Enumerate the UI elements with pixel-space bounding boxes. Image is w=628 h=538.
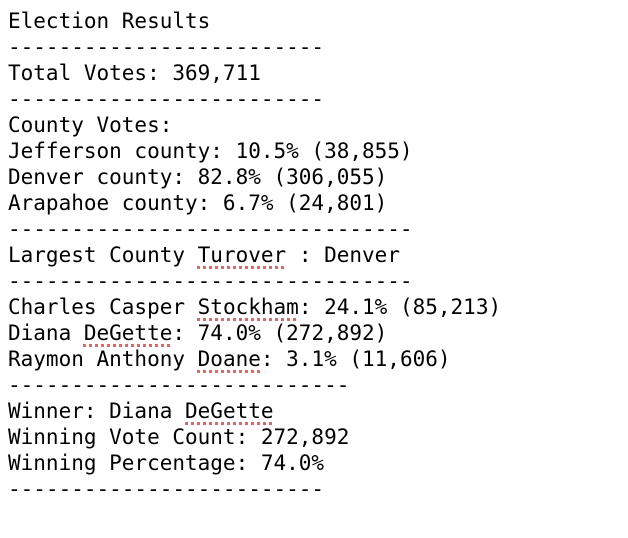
largest-county-value: : Denver xyxy=(286,243,400,267)
winner-label: Winner: Diana xyxy=(8,399,186,423)
candidate-name-prefix: Diana xyxy=(8,321,84,345)
results-title: Election Results xyxy=(8,9,211,33)
county-line-arapahoe: Arapahoe county: 6.7% (24,801) xyxy=(8,191,388,215)
county-line-jefferson: Jefferson county: 10.5% (38,855) xyxy=(8,139,413,163)
candidate-line-doane: Raymon Anthony Doane: 3.1% (11,606) xyxy=(8,346,620,372)
winning-percentage-line: Winning Percentage: 74.0% xyxy=(8,451,325,475)
winner-line: Winner: Diana DeGette xyxy=(8,398,620,424)
separator: -------------------------------- xyxy=(8,217,413,241)
spellcheck-flagged-word[interactable]: DeGette xyxy=(185,399,274,423)
separator: --------------------------- xyxy=(8,373,350,397)
candidate-line-stockham: Charles Casper Stockham: 24.1% (85,213) xyxy=(8,294,620,320)
candidate-result: : 3.1% (11,606) xyxy=(260,347,451,371)
candidate-result: : 74.0% (272,892) xyxy=(172,321,388,345)
county-votes-header: County Votes: xyxy=(8,113,173,137)
separator: ------------------------- xyxy=(8,87,325,111)
winning-vote-count-line: Winning Vote Count: 272,892 xyxy=(8,425,350,449)
candidate-name-prefix: Charles Casper xyxy=(8,295,198,319)
county-line-denver: Denver county: 82.8% (306,055) xyxy=(8,165,388,189)
largest-county-label: Largest County xyxy=(8,243,198,267)
spellcheck-flagged-word[interactable]: Doane xyxy=(197,347,261,371)
separator: ------------------------- xyxy=(8,35,325,59)
spellcheck-flagged-word[interactable]: Stockham xyxy=(197,295,299,319)
largest-county-line: Largest County Turover : Denver xyxy=(8,242,620,268)
election-results-document[interactable]: Election Results -----------------------… xyxy=(8,8,620,502)
candidate-result: : 24.1% (85,213) xyxy=(298,295,502,319)
spellcheck-flagged-word[interactable]: Turover xyxy=(197,243,287,267)
candidate-line-degette: Diana DeGette: 74.0% (272,892) xyxy=(8,320,620,346)
candidate-name-prefix: Raymon Anthony xyxy=(8,347,198,371)
spellcheck-flagged-word[interactable]: DeGette xyxy=(83,321,173,345)
separator: -------------------------------- xyxy=(8,269,413,293)
separator: ------------------------- xyxy=(8,477,325,501)
total-votes-line: Total Votes: 369,711 xyxy=(8,61,261,85)
